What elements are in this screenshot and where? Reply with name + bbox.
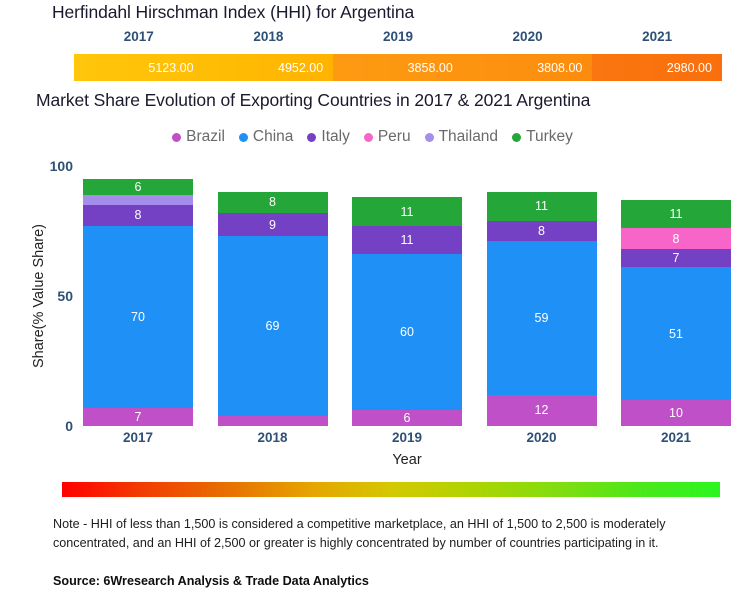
legend-label: Italy [321, 128, 350, 145]
bar-value-label: 11 [535, 199, 548, 214]
legend-item-italy[interactable]: Italy [307, 128, 350, 146]
legend-label: Turkey [526, 128, 573, 145]
bar-segment-italy-2019[interactable]: 11 [352, 225, 462, 255]
bar-segment-thailand-2017[interactable] [83, 194, 193, 206]
legend-swatch-icon [363, 132, 373, 142]
hhi-title: Herfindahl Hirschman Index (HHI) for Arg… [52, 2, 415, 22]
legend-swatch-icon [512, 132, 522, 142]
y-tick-50: 50 [57, 288, 73, 304]
bar-segment-brazil-2018[interactable] [217, 415, 328, 426]
legend-swatch-icon [172, 132, 182, 142]
note-text: Note - HHI of less than 1,500 is conside… [53, 517, 666, 550]
bar-value-label: 8 [134, 208, 142, 223]
bar-group: 6 8 70 7 8 9 69 11 11 60 6 11 8 59 12 11 8 7 51 10 [83, 166, 731, 426]
y-tick-100: 100 [49, 158, 73, 174]
source-text: Source: 6Wresearch Analysis & Trade Data… [53, 574, 369, 588]
bar-value-label: 6 [403, 411, 411, 426]
bar-segment-turkey-2017[interactable]: 6 [83, 179, 193, 195]
bar-segment-china-2019[interactable]: 60 [352, 254, 462, 411]
bar-column-2020[interactable]: 11 8 59 12 [486, 166, 597, 426]
legend-label: Peru [377, 128, 411, 145]
legend-label: China [252, 128, 294, 145]
bar-segment-brazil-2017[interactable]: 7 [83, 407, 193, 426]
bar-value-label: 59 [534, 311, 549, 326]
y-tick-0: 0 [65, 418, 73, 434]
hhi-value-2021: 2980.00 [592, 54, 722, 81]
legend-item-brazil[interactable]: Brazil [172, 128, 225, 146]
bar-segment-turkey-2020[interactable]: 11 [486, 192, 597, 221]
hhi-year-2017: 2017 [123, 29, 154, 44]
y-axis-label: Share(% Value Share) [31, 223, 47, 369]
bar-segment-peru-2021[interactable]: 8 [621, 228, 731, 250]
x-tick-2021: 2021 [660, 430, 692, 445]
x-tick-2017: 2017 [122, 430, 154, 445]
hhi-year-2019: 2019 [382, 29, 413, 44]
bar-segment-italy-2017[interactable]: 8 [83, 205, 193, 226]
x-axis-ticks: 2017 2018 2019 2020 2021 [83, 430, 731, 445]
bar-segment-china-2017[interactable]: 70 [83, 225, 193, 408]
bar-value-label: 8 [269, 195, 276, 210]
legend-label: Brazil [186, 128, 225, 145]
bar-value-label: 9 [269, 217, 276, 232]
legend-swatch-icon [238, 132, 248, 142]
bar-column-2021[interactable]: 11 8 7 51 10 [621, 166, 731, 426]
chart-title: Market Share Evolution of Exporting Coun… [36, 90, 591, 110]
legend-item-peru[interactable]: Peru [363, 128, 411, 146]
bar-segment-turkey-2019[interactable]: 11 [352, 197, 462, 226]
bar-segment-brazil-2021[interactable]: 10 [621, 400, 731, 426]
legend-label: Thailand [438, 128, 499, 145]
hhi-value-2020: 3808.00 [462, 54, 593, 81]
bar-segment-brazil-2019[interactable]: 6 [352, 410, 462, 426]
bar-value-label: 8 [538, 224, 545, 239]
bar-segment-brazil-2020[interactable]: 12 [486, 394, 597, 426]
bar-column-2018[interactable]: 8 9 69 [217, 166, 328, 426]
legend-swatch-icon [424, 132, 434, 142]
hhi-year-2020: 2020 [512, 29, 543, 44]
bar-value-label: 70 [131, 309, 145, 324]
x-tick-2018: 2018 [257, 430, 288, 445]
x-axis-label: Year [392, 452, 422, 468]
legend-swatch-icon [307, 132, 317, 142]
hhi-year-header: 2017 2018 2019 2020 2021 [74, 29, 722, 49]
bar-segment-china-2018[interactable]: 69 [217, 236, 328, 416]
legend-item-china[interactable]: China [238, 128, 294, 146]
bar-value-label: 7 [134, 409, 142, 424]
bar-value-label: 11 [669, 207, 683, 222]
bar-segment-china-2020[interactable]: 59 [486, 241, 597, 395]
chart-legend: Brazil China Italy Peru Thailand Turkey [0, 128, 745, 146]
hhi-year-2018: 2018 [253, 29, 284, 44]
bar-value-label: 7 [672, 251, 680, 266]
legend-item-turkey[interactable]: Turkey [512, 128, 573, 146]
bar-value-label: 10 [669, 406, 683, 420]
bar-value-label: 6 [134, 179, 142, 194]
plot-area: 6 8 70 7 8 9 69 11 11 60 6 11 8 59 12 11 8 7 51 10 0 50 100 [50, 158, 731, 434]
hhi-value-bar: 5123.00 4952.00 3858.00 3808.00 2980.00 [74, 54, 722, 81]
hhi-value-2018: 4952.00 [203, 54, 334, 81]
bar-segment-turkey-2018[interactable]: 8 [217, 192, 328, 213]
bar-segment-italy-2021[interactable]: 7 [621, 249, 731, 268]
hhi-value-2017: 5123.00 [74, 54, 204, 81]
bar-value-label: 51 [669, 326, 683, 341]
x-tick-2020: 2020 [526, 430, 557, 445]
hhi-year-2021: 2021 [642, 29, 673, 44]
bar-value-label: 69 [265, 318, 280, 333]
bar-value-label: 8 [672, 231, 680, 246]
bar-value-label: 11 [400, 204, 414, 219]
legend-item-thailand[interactable]: Thailand [424, 128, 499, 146]
bar-value-label: 11 [400, 233, 414, 248]
bar-segment-china-2021[interactable]: 51 [621, 267, 731, 400]
bar-column-2019[interactable]: 11 11 60 6 [352, 166, 462, 426]
bar-segment-italy-2020[interactable]: 8 [486, 220, 597, 242]
bar-segment-turkey-2021[interactable]: 11 [621, 199, 731, 229]
hhi-value-2019: 3858.00 [333, 54, 463, 81]
color-scale-divider [62, 482, 720, 497]
x-tick-2019: 2019 [391, 430, 423, 445]
bar-value-label: 12 [534, 403, 549, 418]
bar-segment-italy-2018[interactable]: 9 [217, 212, 328, 237]
bar-value-label: 60 [400, 325, 414, 340]
bar-column-2017[interactable]: 6 8 70 7 [83, 166, 193, 426]
